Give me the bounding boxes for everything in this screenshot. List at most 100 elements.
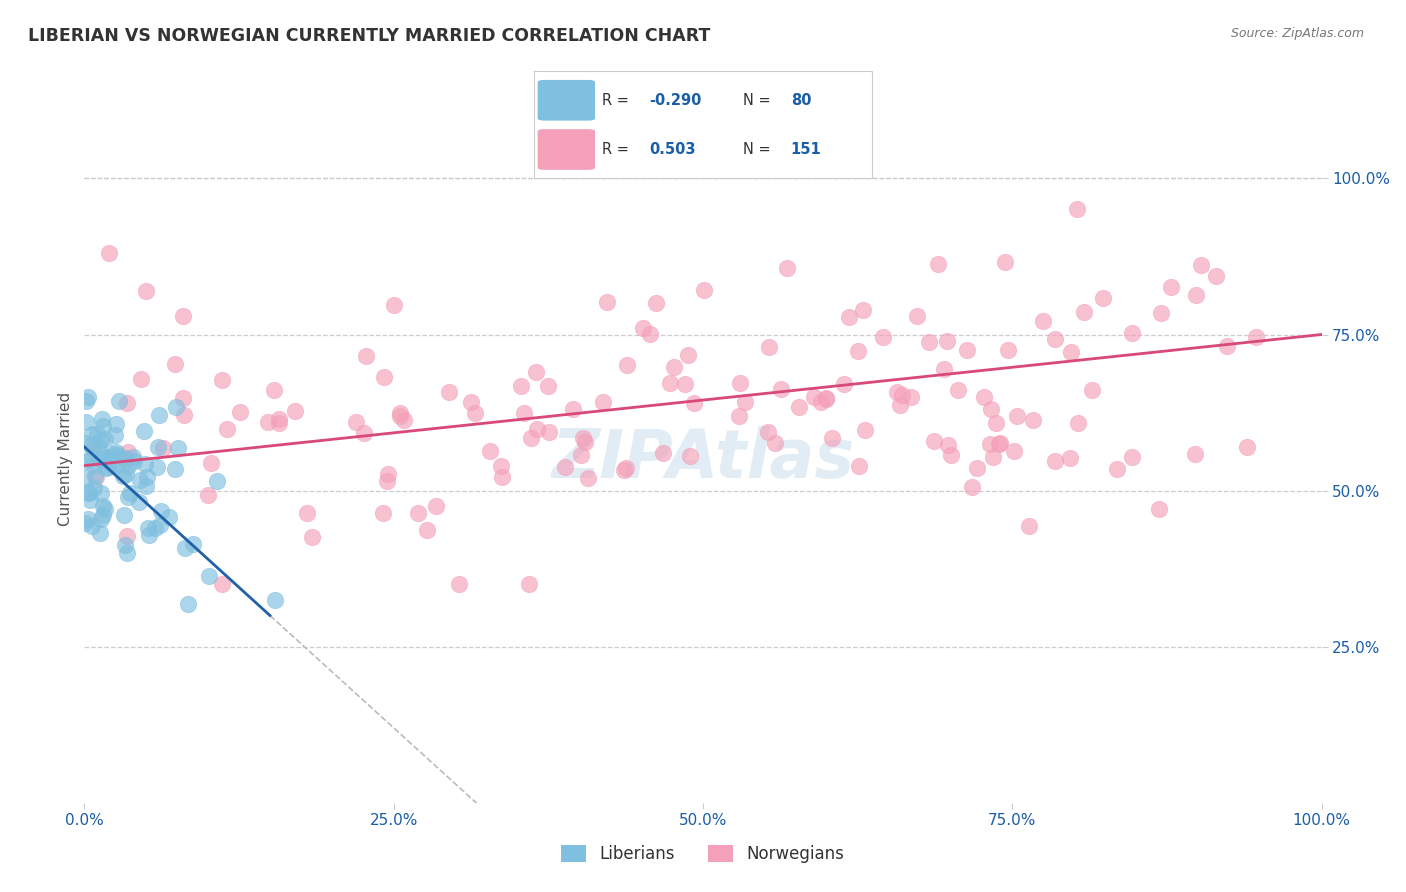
Point	[75, 516, 97, 530]
Point	[1121, 326, 1143, 341]
Point	[135, 470, 157, 484]
Point	[513, 406, 536, 420]
Point	[1236, 440, 1258, 454]
Point	[165, 462, 187, 476]
Point	[613, 463, 636, 477]
Point	[491, 469, 513, 483]
Text: N =: N =	[744, 93, 776, 108]
Point	[852, 303, 875, 318]
Point	[124, 454, 146, 468]
Point	[979, 436, 1001, 450]
Point	[614, 461, 637, 475]
Point	[962, 480, 984, 494]
Point	[848, 459, 870, 474]
Point	[107, 448, 129, 462]
Point	[889, 398, 911, 412]
Point	[905, 309, 928, 323]
Point	[128, 473, 150, 487]
Point	[107, 393, 129, 408]
Point	[89, 442, 111, 456]
Point	[460, 394, 482, 409]
Point	[592, 395, 614, 409]
Point	[79, 493, 101, 508]
Point	[576, 471, 599, 485]
Point	[174, 541, 197, 556]
Point	[939, 449, 962, 463]
Point	[815, 392, 838, 406]
Point	[815, 392, 838, 406]
Point	[1060, 344, 1083, 359]
Point	[100, 458, 122, 473]
Point	[756, 425, 779, 440]
Point	[763, 436, 786, 450]
Point	[105, 417, 128, 432]
Point	[554, 460, 576, 475]
Point	[84, 470, 107, 484]
Point	[1073, 304, 1095, 318]
Point	[1205, 268, 1227, 283]
Point	[1189, 258, 1212, 272]
Point	[932, 362, 955, 376]
Point	[936, 438, 959, 452]
Point	[134, 457, 156, 471]
Text: R =: R =	[602, 93, 633, 108]
Point	[148, 408, 170, 422]
Point	[734, 395, 756, 409]
Point	[83, 458, 105, 472]
Point	[157, 509, 180, 524]
Point	[117, 458, 139, 473]
Point	[388, 409, 411, 423]
Point	[510, 379, 533, 393]
Point	[1150, 305, 1173, 319]
Point	[117, 445, 139, 459]
Point	[389, 406, 412, 420]
Point	[73, 471, 96, 485]
Text: 151: 151	[790, 142, 821, 157]
Point	[652, 446, 675, 460]
Point	[1043, 454, 1066, 468]
Point	[98, 246, 121, 260]
Point	[77, 484, 100, 499]
Point	[148, 440, 170, 454]
Point	[936, 334, 959, 349]
Point	[118, 486, 141, 500]
Point	[1066, 202, 1088, 217]
Point	[229, 405, 252, 419]
Legend: Liberians, Norwegians: Liberians, Norwegians	[554, 838, 852, 870]
Point	[77, 485, 100, 500]
Point	[787, 400, 810, 414]
Point	[981, 450, 1004, 464]
Point	[181, 537, 204, 551]
Point	[644, 295, 666, 310]
Point	[682, 396, 704, 410]
Point	[1018, 518, 1040, 533]
Point	[821, 432, 844, 446]
Point	[758, 340, 780, 354]
Point	[439, 384, 461, 399]
Point	[834, 376, 856, 391]
Point	[104, 445, 127, 459]
Point	[679, 450, 702, 464]
Point	[165, 401, 187, 415]
Point	[112, 508, 135, 522]
Point	[173, 409, 195, 423]
Point	[394, 413, 416, 427]
Point	[107, 458, 129, 472]
Point	[172, 391, 194, 405]
Point	[172, 309, 194, 323]
Point	[1216, 339, 1239, 353]
Point	[200, 456, 222, 470]
Point	[478, 444, 501, 458]
Point	[1021, 413, 1043, 427]
Point	[117, 490, 139, 504]
Point	[97, 453, 120, 467]
FancyBboxPatch shape	[537, 80, 595, 120]
Point	[198, 568, 221, 582]
Point	[93, 508, 115, 522]
Point	[1059, 450, 1081, 465]
Point	[1043, 332, 1066, 346]
Point	[149, 517, 172, 532]
Point	[810, 395, 832, 409]
Point	[371, 507, 394, 521]
Point	[676, 348, 699, 362]
